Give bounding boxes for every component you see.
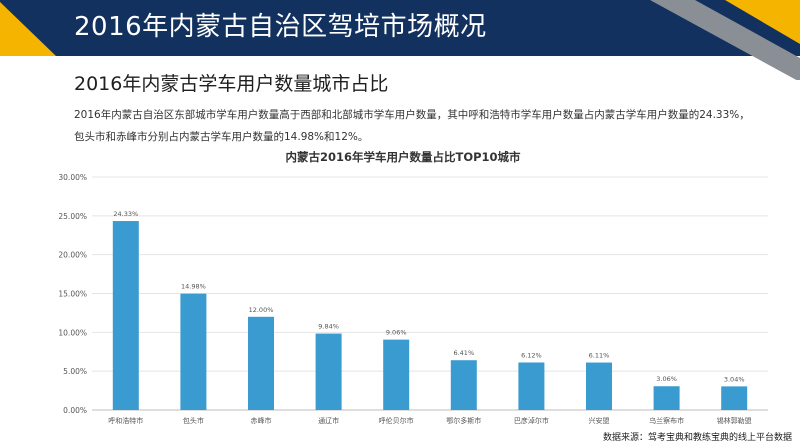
description-text: 2016年内蒙古自治区东部城市学车用户数量高于西部和北部城市学车用户数量，其中呼… [74,104,774,148]
x-axis-ticks: 呼和浩特市 包头市 赤峰市 通辽市 呼伦贝尔市 鄂尔多斯市 巴彦淖尔市 兴安盟 乌兰察布市 锡林郭… [108,416,751,425]
bar [383,339,410,410]
x-tick-label: 鄂尔多斯市 [446,416,481,425]
y-tick-label: 15.00% [58,290,87,299]
bar-value-label: 3.06% [656,375,677,383]
y-tick-label: 10.00% [58,328,87,337]
bar-value-label: 9.84% [318,323,339,331]
bar [518,362,545,410]
bar-value-label: 12.00% [249,306,274,314]
chart-title: 内蒙古2016年学车用户数量占比TOP10城市 [285,150,521,164]
y-axis-ticks: 0.00% 5.00% 10.00% 15.00% 20.00% 25.00% 30.00% [58,173,87,415]
bar [450,360,477,410]
bar-value-label: 6.41% [453,349,474,357]
left-yellow-triangle [0,2,56,56]
y-tick-label: 25.00% [58,212,87,221]
bar [248,316,274,410]
x-tick-label: 兴安盟 [589,416,610,425]
data-labels: 24.33% 14.98% 12.00% 9.84% 9.06% 6.41% 6.12% 6.… [113,210,744,383]
bar [586,362,612,410]
section-subtitle: 2016年内蒙古学车用户数量城市占比 [74,73,389,95]
bar [112,221,139,410]
bar [180,293,207,410]
bar [653,386,680,410]
bar-value-label: 9.06% [386,329,407,337]
corner-decoration [0,0,800,80]
bar-value-label: 3.04% [724,375,745,383]
x-tick-label: 通辽市 [318,416,339,425]
header-bar: 2016年内蒙古自治区驾培市场概况 [0,0,800,56]
right-yellow-triangle [725,0,800,44]
description-line-2: 包头市和赤峰市分别占内蒙古学车用户数量的14.98%和12%。 [74,131,369,143]
bar-value-label: 6.11% [589,352,610,360]
x-tick-label: 巴彦淖尔市 [514,416,549,425]
bar [315,333,342,410]
bars [112,221,748,410]
y-tick-label: 0.00% [63,406,87,415]
x-tick-label: 赤峰市 [251,416,272,425]
y-tick-label: 30.00% [58,173,87,182]
y-tick-label: 20.00% [58,251,87,260]
bar [721,386,748,410]
x-tick-label: 乌兰察布市 [649,416,684,425]
data-source: 数据来源：驾考宝典和教练宝典的线上平台数据 [602,433,792,443]
description-line-1: 2016年内蒙古自治区东部城市学车用户数量高于西部和北部城市学车用户数量，其中呼… [74,109,750,121]
right-gray-stripe [650,0,800,80]
bar-value-label: 6.12% [521,351,542,359]
x-tick-label: 包头市 [183,416,204,425]
x-tick-label: 呼和浩特市 [108,416,143,425]
page-title: 2016年内蒙古自治区驾培市场概况 [74,12,487,42]
x-tick-label: 锡林郭勒盟 [717,416,752,425]
bar-value-label: 24.33% [113,210,138,218]
bar-value-label: 14.98% [181,283,206,291]
y-tick-label: 5.00% [63,367,87,376]
x-tick-label: 呼伦贝尔市 [379,416,414,425]
